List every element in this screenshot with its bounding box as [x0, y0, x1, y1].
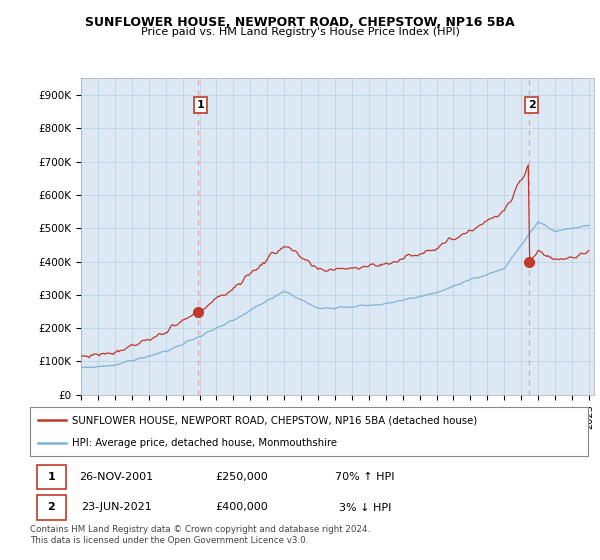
Text: Price paid vs. HM Land Registry's House Price Index (HPI): Price paid vs. HM Land Registry's House … [140, 27, 460, 37]
Bar [37, 465, 66, 489]
Text: 2: 2 [47, 502, 55, 512]
Text: 3% ↓ HPI: 3% ↓ HPI [338, 502, 391, 512]
Text: SUNFLOWER HOUSE, NEWPORT ROAD, CHEPSTOW, NP16 5BA (detached house): SUNFLOWER HOUSE, NEWPORT ROAD, CHEPSTOW,… [72, 416, 477, 426]
Text: 2: 2 [528, 100, 536, 110]
Text: 23-JUN-2021: 23-JUN-2021 [81, 502, 152, 512]
Text: 70% ↑ HPI: 70% ↑ HPI [335, 472, 395, 482]
Text: 26-NOV-2001: 26-NOV-2001 [79, 472, 154, 482]
Text: HPI: Average price, detached house, Monmouthshire: HPI: Average price, detached house, Monm… [72, 438, 337, 448]
Text: SUNFLOWER HOUSE, NEWPORT ROAD, CHEPSTOW, NP16 5BA: SUNFLOWER HOUSE, NEWPORT ROAD, CHEPSTOW,… [85, 16, 515, 29]
Text: 1: 1 [196, 100, 204, 110]
Text: £400,000: £400,000 [215, 502, 268, 512]
Text: £250,000: £250,000 [215, 472, 268, 482]
Bar [37, 496, 66, 520]
Text: Contains HM Land Registry data © Crown copyright and database right 2024.
This d: Contains HM Land Registry data © Crown c… [30, 525, 370, 545]
Text: 1: 1 [47, 472, 55, 482]
